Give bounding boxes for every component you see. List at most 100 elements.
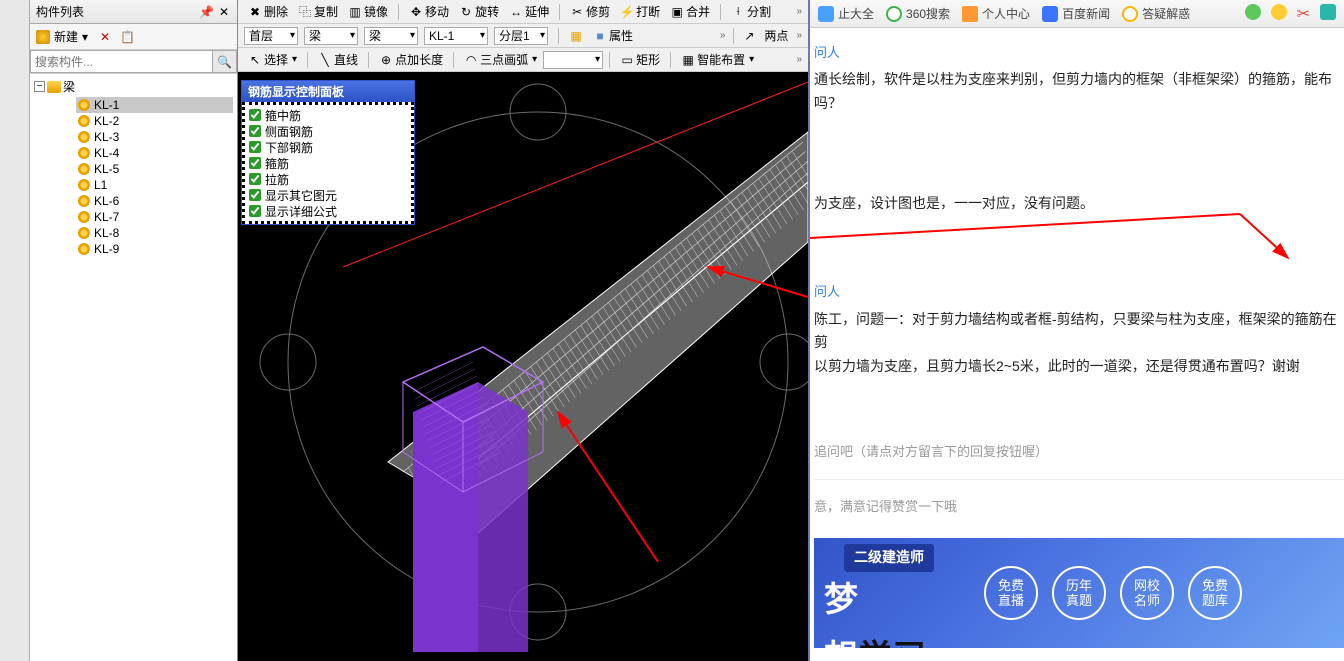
component-tree: − 梁 KL-1KL-2KL-3KL-4KL-5L1KL-6KL-7KL-8KL… xyxy=(30,74,237,661)
followup-hint: 追问吧（请点对方留言下的回复按钮喔） xyxy=(814,441,1344,463)
pin-icon[interactable]: 📌 xyxy=(199,5,213,19)
arc-options-dropdown[interactable]: ▾ xyxy=(543,51,603,69)
rebar-checkbox[interactable] xyxy=(249,141,261,153)
new-icon[interactable] xyxy=(36,30,50,44)
member-dropdown[interactable]: KL-1▾ xyxy=(424,27,488,45)
favorite-link[interactable]: 止大全 xyxy=(818,5,874,22)
properties-button[interactable]: ■属性 xyxy=(589,26,637,46)
打断-button[interactable]: ⚡打断 xyxy=(616,2,664,22)
copy-icon[interactable]: 📋 xyxy=(120,30,134,44)
gear-icon xyxy=(78,243,90,255)
floor-dropdown[interactable]: 首层▾ xyxy=(244,27,298,45)
tree-item[interactable]: KL-7 xyxy=(76,209,233,225)
旋转-button[interactable]: ↻旋转 xyxy=(455,2,503,22)
tree-collapse-icon[interactable]: − xyxy=(34,81,45,92)
browser-favorites-bar: 止大全 360搜索个人中心百度新闻答疑解惑 ✂ xyxy=(810,0,1344,28)
tree-item[interactable]: L1 xyxy=(76,177,233,193)
banner-circle-link[interactable]: 免费题库 xyxy=(1188,566,1242,620)
rebar-checkbox-label: 侧面钢筋 xyxy=(265,123,313,140)
tree-item[interactable]: KL-9 xyxy=(76,241,233,257)
banner-circle-link[interactable]: 历年真题 xyxy=(1052,566,1106,620)
修剪-button[interactable]: ✂修剪 xyxy=(566,2,614,22)
promo-banner[interactable]: 二级建造师 梦 想学习 免费直播历年真题网校名师免费题库 xyxy=(814,538,1344,648)
rebar-checkbox-row[interactable]: 下部钢筋 xyxy=(249,139,407,155)
复制-button[interactable]: ⿻复制 xyxy=(294,2,342,22)
延伸-button[interactable]: ↔延伸 xyxy=(505,2,553,22)
rebar-checkbox-row[interactable]: 侧面钢筋 xyxy=(249,123,407,139)
rebar-checkbox[interactable] xyxy=(249,125,261,137)
rebar-checkbox-label: 下部钢筋 xyxy=(265,139,313,156)
twopoint-button[interactable]: 两点 xyxy=(760,26,792,46)
extension-icon[interactable] xyxy=(1271,4,1287,20)
三点画弧-button[interactable]: ◠三点画弧▾ xyxy=(460,50,541,70)
合并-button[interactable]: ▣合并 xyxy=(666,2,714,22)
点加长度-icon: ⊕ xyxy=(379,53,393,67)
chevron-icon[interactable]: » xyxy=(796,6,802,17)
delete-icon[interactable]: ✕ xyxy=(98,30,112,44)
category-dropdown[interactable]: 梁▾ xyxy=(304,27,358,45)
chevron-icon[interactable]: » xyxy=(720,30,726,41)
extension-icon[interactable] xyxy=(1320,4,1336,20)
选择-button[interactable]: ↖选择▾ xyxy=(244,50,301,70)
tree-item[interactable]: KL-6 xyxy=(76,193,233,209)
rebar-checkbox-row[interactable]: 箍筋 xyxy=(249,155,407,171)
分割-button[interactable]: ⟊分割 xyxy=(727,2,775,22)
rebar-checkbox-label: 拉筋 xyxy=(265,171,289,188)
gear-icon xyxy=(78,99,90,111)
rebar-checkbox[interactable] xyxy=(249,205,261,217)
model-viewport[interactable]: 钢筋显示控制面板 箍中筋侧面钢筋下部钢筋箍筋拉筋显示其它图元显示详细公式 xyxy=(238,72,808,661)
gear-icon xyxy=(78,211,90,223)
question-text: 通长绘制，软件是以柱为支座来判别，但剪力墙内的框架（非框架梁）的箍筋，能布吗？ xyxy=(814,68,1344,116)
type-dropdown[interactable]: 梁▾ xyxy=(364,27,418,45)
search-button[interactable]: 🔍 xyxy=(213,50,237,73)
banner-circle-link[interactable]: 网校名师 xyxy=(1120,566,1174,620)
edit-toolbar: ✖删除⿻复制▥镜像 ✥移动↻旋转↔延伸 ✂修剪⚡打断▣合并 ⟊分割 » xyxy=(238,0,808,24)
new-button[interactable]: 新建 xyxy=(54,28,78,45)
rebar-checkbox[interactable] xyxy=(249,189,261,201)
banner-circle-link[interactable]: 免费直播 xyxy=(984,566,1038,620)
智能布置-button[interactable]: ▦智能布置▾ xyxy=(677,50,758,70)
tree-item[interactable]: KL-2 xyxy=(76,113,233,129)
gear-icon xyxy=(78,227,90,239)
rebar-checkbox[interactable] xyxy=(249,109,261,121)
favorite-link[interactable]: 百度新闻 xyxy=(1042,5,1110,22)
tree-item[interactable]: KL-1 xyxy=(76,97,233,113)
智能布置-icon: ▦ xyxy=(681,53,695,67)
favorite-icon xyxy=(818,6,834,22)
rebar-checkbox-row[interactable]: 显示其它图元 xyxy=(249,187,407,203)
tree-item[interactable]: KL-5 xyxy=(76,161,233,177)
直线-button[interactable]: ╲直线 xyxy=(314,50,362,70)
合并-icon: ▣ xyxy=(670,5,684,19)
layer-dropdown[interactable]: 分层1▾ xyxy=(494,27,548,45)
矩形-button[interactable]: ▭矩形 xyxy=(616,50,664,70)
rebar-panel-title: 钢筋显示控制面板 xyxy=(242,81,414,102)
extension-icon[interactable] xyxy=(1245,4,1261,20)
chevron-icon[interactable]: » xyxy=(796,30,802,41)
rebar-checkbox-row[interactable]: 箍中筋 xyxy=(249,107,407,123)
镜像-button[interactable]: ▥镜像 xyxy=(344,2,392,22)
search-input[interactable] xyxy=(30,50,213,73)
favorite-link[interactable]: 答疑解惑 xyxy=(1122,5,1190,22)
tree-item[interactable]: KL-3 xyxy=(76,129,233,145)
dropdown-caret-icon[interactable]: ▾ xyxy=(82,30,88,44)
删除-button[interactable]: ✖删除 xyxy=(244,2,292,22)
rebar-checkbox-row[interactable]: 拉筋 xyxy=(249,171,407,187)
rebar-checkbox[interactable] xyxy=(249,157,261,169)
旋转-icon: ↻ xyxy=(459,5,473,19)
rebar-display-panel[interactable]: 钢筋显示控制面板 箍中筋侧面钢筋下部钢筋箍筋拉筋显示其它图元显示详细公式 xyxy=(241,80,415,225)
chevron-icon[interactable]: » xyxy=(796,54,802,65)
移动-button[interactable]: ✥移动 xyxy=(405,2,453,22)
scissors-icon[interactable]: ✂ xyxy=(1297,4,1310,24)
tree-item[interactable]: KL-4 xyxy=(76,145,233,161)
点加长度-button[interactable]: ⊕点加长度 xyxy=(375,50,447,70)
选择-icon: ↖ xyxy=(248,53,262,67)
tree-root-label[interactable]: 梁 xyxy=(63,78,75,95)
favorite-link[interactable]: 360搜索 xyxy=(886,5,950,22)
close-icon[interactable]: ✕ xyxy=(217,5,231,19)
panel-title-bar: 构件列表 📌 ✕ xyxy=(30,0,237,24)
expand-icon[interactable]: ▦ xyxy=(569,29,583,43)
favorite-link[interactable]: 个人中心 xyxy=(962,5,1030,22)
rebar-checkbox[interactable] xyxy=(249,173,261,185)
rebar-checkbox-row[interactable]: 显示详细公式 xyxy=(249,203,407,219)
tree-item[interactable]: KL-8 xyxy=(76,225,233,241)
